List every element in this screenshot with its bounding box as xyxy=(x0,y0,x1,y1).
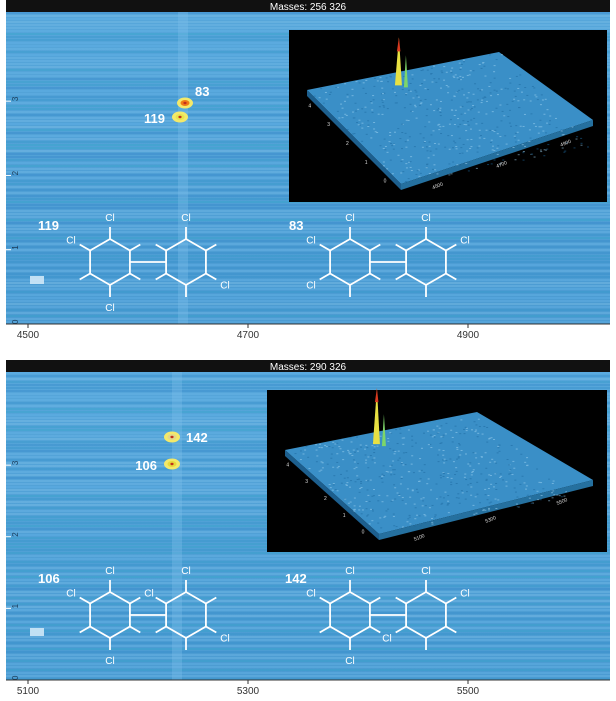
surface-side xyxy=(307,90,401,190)
chlorine-label: Cl xyxy=(345,213,354,224)
surface-peak xyxy=(394,37,402,86)
inset-tick-label: 5300 xyxy=(485,515,498,525)
inset-tick-label: 4500 xyxy=(432,181,445,191)
chart-title: Masses: 256 326 xyxy=(270,2,347,13)
title-bar xyxy=(6,360,610,372)
chart-panel-top: Masses: 256 326 0 1 2 3 4500 4700 4900 83 119 4500… xyxy=(0,0,616,346)
compound-label: 83 xyxy=(289,218,303,233)
y-tick-label: 3 xyxy=(11,96,20,101)
inset-tick-label: 2 xyxy=(324,496,327,502)
inset-tick-label: 0 xyxy=(362,530,365,536)
surface-side xyxy=(401,120,593,190)
chlorine-label: Cl xyxy=(181,213,190,224)
surface-peak xyxy=(381,414,386,447)
spot-label: 142 xyxy=(186,430,208,445)
compound-label: 119 xyxy=(38,218,59,233)
compound-label: 142 xyxy=(285,571,307,586)
chlorine-label: Cl xyxy=(306,281,315,292)
inset-3d-surface: 5100 5300 5500 0 1 2 3 4 xyxy=(267,388,607,552)
x-tick-label: 4900 xyxy=(457,330,480,341)
chlorine-label: Cl xyxy=(306,236,315,247)
y-tick-label: 1 xyxy=(11,603,20,608)
spot-label: 83 xyxy=(195,84,209,99)
chromatogram-spot xyxy=(172,111,188,123)
inset-3d-surface: 4500 4700 4900 0 1 2 3 4 xyxy=(289,30,607,202)
chlorine-label: Cl xyxy=(421,213,430,224)
chlorine-label: Cl xyxy=(105,566,114,577)
chromatogram-spot xyxy=(164,431,180,443)
inset-tick-label: 5500 xyxy=(556,497,569,507)
chlorine-label: Cl xyxy=(460,589,469,600)
chlorine-label: Cl xyxy=(66,236,75,247)
y-tick-label: 0 xyxy=(11,675,20,680)
surface-peak xyxy=(403,55,408,88)
inset-tick-label: 4700 xyxy=(496,160,509,170)
chlorine-label: Cl xyxy=(105,656,114,667)
structure-diagram xyxy=(79,227,217,297)
inset-tick-label: 0 xyxy=(384,179,387,185)
surface-peak-tip xyxy=(374,388,379,403)
inset-tick-label: 2 xyxy=(346,141,349,147)
spot-label: 106 xyxy=(135,458,157,473)
chromatogram-spot xyxy=(164,458,180,470)
surface-texture xyxy=(313,54,590,184)
chlorine-label: Cl xyxy=(220,281,229,292)
surface-peak xyxy=(372,388,380,445)
chlorine-label: Cl xyxy=(181,566,190,577)
inset-tick-label: 5100 xyxy=(413,533,426,543)
edge-marker xyxy=(30,276,44,284)
x-tick-label: 4700 xyxy=(237,330,260,341)
compound-label: 106 xyxy=(38,571,60,586)
chlorine-label: Cl xyxy=(105,303,114,314)
structure-diagram xyxy=(79,580,217,650)
surface-plane xyxy=(285,412,593,534)
chart-title: Masses: 290 326 xyxy=(270,362,347,373)
chlorine-label: Cl xyxy=(66,589,75,600)
x-tick-label: 5500 xyxy=(457,686,480,696)
y-tick-label: 2 xyxy=(11,532,20,537)
structure-diagram xyxy=(319,580,457,650)
x-axis-area xyxy=(0,680,616,696)
chlorine-label: Cl xyxy=(105,213,114,224)
inset-tick-label: 4 xyxy=(308,103,311,109)
chromatogram-spot xyxy=(177,97,193,109)
surface-plane xyxy=(307,52,593,184)
x-tick-label: 5300 xyxy=(237,686,260,696)
chart-svg: Masses: 256 326 0 1 2 3 4500 4700 4900 83 119 4500… xyxy=(0,0,616,346)
chart-panel-bottom: Masses: 290 326 0 1 2 3 5100 5300 5500 142 106 510… xyxy=(0,360,616,697)
elution-band xyxy=(172,372,182,680)
elution-band xyxy=(178,12,188,324)
inset-tick-label: 1 xyxy=(365,160,368,166)
chlorine-label: Cl xyxy=(306,589,315,600)
edge-marker xyxy=(30,628,44,636)
inset-tick-label: 3 xyxy=(305,479,308,485)
inset-tick-label: 1 xyxy=(343,513,346,519)
y-tick-label: 1 xyxy=(11,245,20,250)
x-tick-label: 5100 xyxy=(17,686,40,696)
y-tick-label: 0 xyxy=(11,319,20,324)
chlorine-label: Cl xyxy=(345,566,354,577)
inset-tick-label: 4900 xyxy=(560,139,573,149)
x-axis-area xyxy=(0,324,616,346)
chlorine-label: Cl xyxy=(220,634,229,645)
surface-texture xyxy=(294,418,568,529)
surface-side xyxy=(285,450,379,540)
surface-peak-tip xyxy=(396,37,401,52)
y-tick-label: 3 xyxy=(11,460,20,465)
chlorine-label: Cl xyxy=(382,634,391,645)
inset-tick-label: 3 xyxy=(327,122,330,128)
chlorine-label: Cl xyxy=(144,589,153,600)
chlorine-label: Cl xyxy=(421,566,430,577)
title-bar xyxy=(6,0,610,12)
x-tick-label: 4500 xyxy=(17,330,40,341)
chlorine-label: Cl xyxy=(460,236,469,247)
inset-tick-label: 4 xyxy=(286,462,289,468)
spot-label: 119 xyxy=(144,111,165,126)
y-tick-label: 2 xyxy=(11,170,20,175)
structure-diagram xyxy=(319,227,457,297)
chlorine-label: Cl xyxy=(345,656,354,667)
